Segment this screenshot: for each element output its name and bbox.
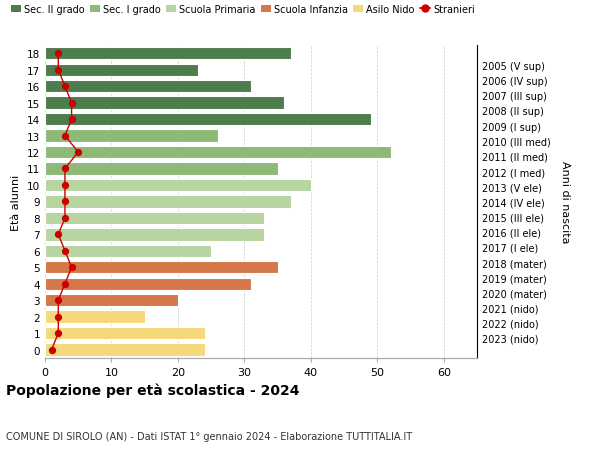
Point: [73, 149, 83, 157]
Point: [53, 231, 63, 239]
Bar: [45, 81, 251, 93]
Bar: [45, 146, 391, 159]
Bar: [45, 344, 205, 356]
Y-axis label: Età alunni: Età alunni: [11, 174, 22, 230]
Point: [60, 215, 70, 222]
Bar: [45, 212, 265, 224]
Bar: [45, 262, 278, 274]
Point: [60, 247, 70, 255]
Point: [60, 83, 70, 90]
Text: Popolazione per età scolastica - 2024: Popolazione per età scolastica - 2024: [6, 382, 299, 397]
Point: [53, 50, 63, 58]
Point: [60, 165, 70, 173]
Point: [60, 182, 70, 189]
Bar: [45, 196, 291, 208]
Point: [60, 133, 70, 140]
Bar: [45, 130, 218, 142]
Bar: [45, 163, 278, 175]
Bar: [45, 97, 284, 110]
Point: [60, 198, 70, 206]
Point: [53, 330, 63, 337]
Bar: [45, 278, 251, 290]
Bar: [45, 229, 265, 241]
Point: [47, 346, 56, 353]
Bar: [45, 114, 371, 126]
Bar: [45, 245, 211, 257]
Point: [53, 297, 63, 304]
Text: COMUNE DI SIROLO (AN) - Dati ISTAT 1° gennaio 2024 - Elaborazione TUTTITALIA.IT: COMUNE DI SIROLO (AN) - Dati ISTAT 1° ge…: [6, 431, 412, 441]
Legend: Sec. II grado, Sec. I grado, Scuola Primaria, Scuola Infanzia, Asilo Nido, Stran: Sec. II grado, Sec. I grado, Scuola Prim…: [11, 5, 475, 15]
Bar: [45, 327, 205, 340]
Bar: [45, 48, 291, 60]
Point: [67, 116, 76, 123]
Bar: [45, 64, 198, 77]
Point: [60, 280, 70, 288]
Bar: [45, 179, 311, 192]
Point: [53, 67, 63, 74]
Y-axis label: Anni di nascita: Anni di nascita: [560, 161, 570, 243]
Point: [53, 313, 63, 321]
Bar: [45, 294, 178, 307]
Point: [67, 264, 76, 271]
Bar: [45, 311, 145, 323]
Point: [67, 100, 76, 107]
